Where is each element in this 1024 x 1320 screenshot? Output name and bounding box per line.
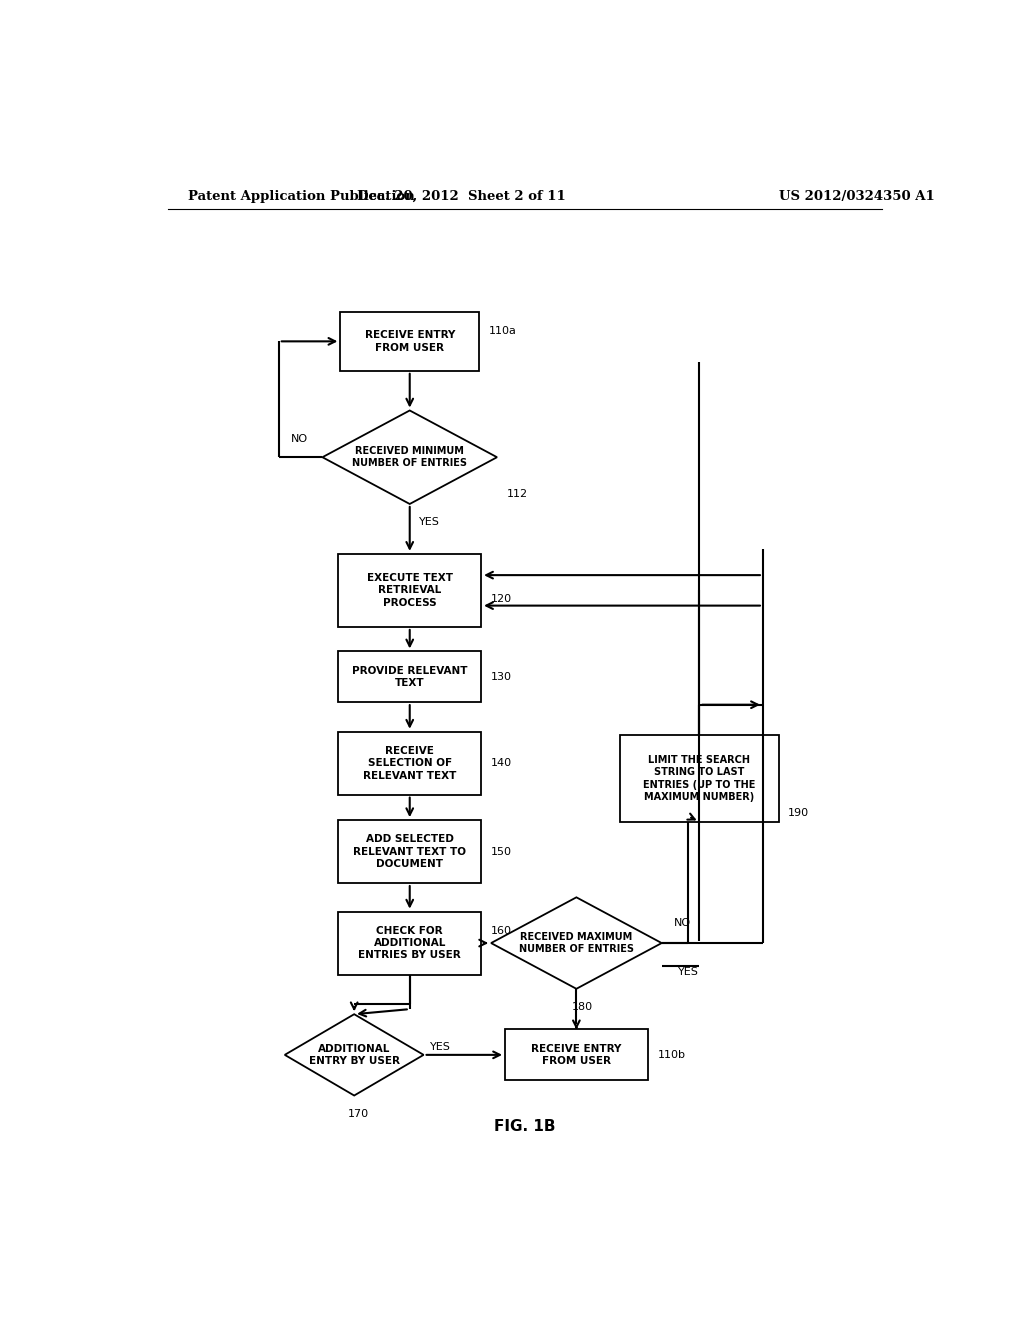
Text: Dec. 20, 2012  Sheet 2 of 11: Dec. 20, 2012 Sheet 2 of 11: [357, 190, 565, 202]
Text: 110a: 110a: [488, 326, 516, 337]
FancyBboxPatch shape: [338, 651, 481, 702]
Text: Patent Application Publication: Patent Application Publication: [187, 190, 415, 202]
Text: RECEIVED MAXIMUM
NUMBER OF ENTRIES: RECEIVED MAXIMUM NUMBER OF ENTRIES: [519, 932, 634, 954]
Text: 140: 140: [490, 758, 512, 768]
Text: PROVIDE RELEVANT
TEXT: PROVIDE RELEVANT TEXT: [352, 665, 468, 688]
Text: 160: 160: [490, 925, 512, 936]
Polygon shape: [492, 898, 662, 989]
Text: 150: 150: [490, 846, 512, 857]
Text: 130: 130: [490, 672, 512, 681]
Text: RECEIVE
SELECTION OF
RELEVANT TEXT: RECEIVE SELECTION OF RELEVANT TEXT: [364, 746, 457, 780]
Text: YES: YES: [430, 1041, 451, 1052]
Text: LIMIT THE SEARCH
STRING TO LAST
ENTRIES (UP TO THE
MAXIMUM NUMBER): LIMIT THE SEARCH STRING TO LAST ENTRIES …: [643, 755, 756, 803]
Polygon shape: [285, 1014, 424, 1096]
Text: CHECK FOR
ADDITIONAL
ENTRIES BY USER: CHECK FOR ADDITIONAL ENTRIES BY USER: [358, 925, 461, 961]
Text: 170: 170: [347, 1109, 369, 1119]
FancyBboxPatch shape: [338, 912, 481, 974]
Text: RECEIVED MINIMUM
NUMBER OF ENTRIES: RECEIVED MINIMUM NUMBER OF ENTRIES: [352, 446, 467, 469]
Text: 110b: 110b: [657, 1049, 685, 1060]
Text: US 2012/0324350 A1: US 2012/0324350 A1: [778, 190, 935, 202]
Text: 180: 180: [572, 1002, 593, 1012]
Polygon shape: [323, 411, 497, 504]
FancyBboxPatch shape: [338, 731, 481, 795]
FancyBboxPatch shape: [338, 820, 481, 883]
Text: RECEIVE ENTRY
FROM USER: RECEIVE ENTRY FROM USER: [531, 1044, 622, 1067]
FancyBboxPatch shape: [340, 312, 479, 371]
Text: 112: 112: [507, 488, 527, 499]
Text: ADD SELECTED
RELEVANT TEXT TO
DOCUMENT: ADD SELECTED RELEVANT TEXT TO DOCUMENT: [353, 834, 466, 869]
FancyBboxPatch shape: [505, 1030, 648, 1080]
Text: FIG. 1B: FIG. 1B: [494, 1118, 556, 1134]
Text: RECEIVE ENTRY
FROM USER: RECEIVE ENTRY FROM USER: [365, 330, 455, 352]
Text: 190: 190: [788, 808, 809, 818]
Text: YES: YES: [678, 966, 698, 977]
FancyBboxPatch shape: [620, 735, 779, 821]
Text: 120: 120: [490, 594, 512, 603]
Text: NO: NO: [291, 434, 308, 444]
Text: EXECUTE TEXT
RETRIEVAL
PROCESS: EXECUTE TEXT RETRIEVAL PROCESS: [367, 573, 453, 607]
Text: NO: NO: [674, 917, 691, 928]
Text: ADDITIONAL
ENTRY BY USER: ADDITIONAL ENTRY BY USER: [308, 1044, 399, 1067]
FancyBboxPatch shape: [338, 554, 481, 627]
Text: YES: YES: [419, 517, 440, 527]
